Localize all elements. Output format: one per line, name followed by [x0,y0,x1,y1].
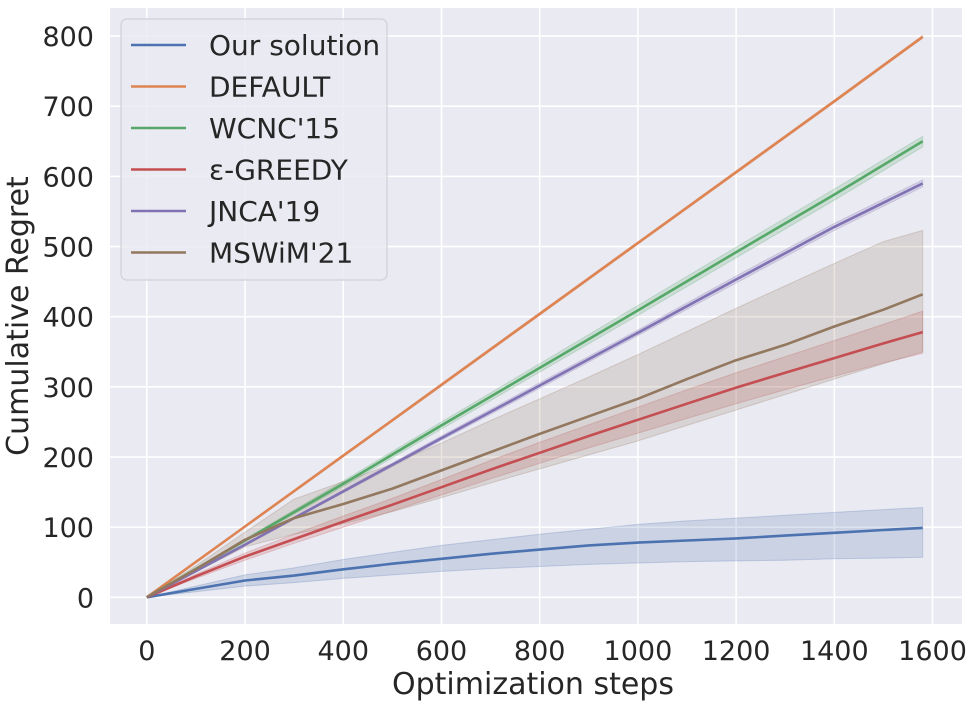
our-solution-band [146,506,924,598]
x-tick-label: 0 [138,636,155,667]
mswim-21-line [146,293,924,599]
greedy-line [146,330,924,599]
legend-label-greedy: ε-GREEDY [209,154,349,187]
x-tick-label: 1600 [898,636,967,667]
legend-label-jnca-19: JNCA'19 [207,195,320,228]
y-tick-label: 700 [42,92,94,123]
x-tick-label: 1200 [702,636,771,667]
y-tick-labels: 0 100 200 300 400 500 600 700 800 [42,22,94,614]
x-tick-label: 1000 [604,636,673,667]
legend-box [120,18,388,281]
y-tick-label: 400 [42,303,94,334]
x-tick-labels: 0 200 400 600 800 1000 1200 1400 1600 [138,636,967,667]
y-axis-label: Cumulative Regret [1,176,36,456]
legend: Our solution DEFAULT WCNC'15 ε-GREEDY JNCA'1… [120,18,388,281]
legend-label-wcnc-15: WCNC'15 [209,112,340,145]
y-tick-label: 500 [42,233,94,264]
y-tick-label: 800 [42,22,94,53]
default-line [146,35,924,599]
series-lines [146,35,924,599]
legend-label-our-solution: Our solution [209,29,380,62]
x-tick-label: 1400 [800,636,869,667]
legend-label-default: DEFAULT [209,71,331,104]
y-tick-label: 0 [77,583,94,614]
y-tick-label: 100 [42,513,94,544]
our-solution-line [146,526,923,599]
y-tick-label: 600 [42,162,94,193]
x-tick-label: 200 [219,636,271,667]
x-tick-label: 800 [514,636,566,667]
x-tick-label: 400 [317,636,369,667]
x-tick-label: 600 [416,636,468,667]
y-tick-label: 300 [42,373,94,404]
y-tick-label: 200 [42,443,94,474]
wcnc-15-line [146,140,924,599]
legend-label-mswim-21: MSWiM'21 [209,237,353,270]
x-axis-label: Optimization steps [392,667,674,702]
jnca-19-line [146,182,924,599]
